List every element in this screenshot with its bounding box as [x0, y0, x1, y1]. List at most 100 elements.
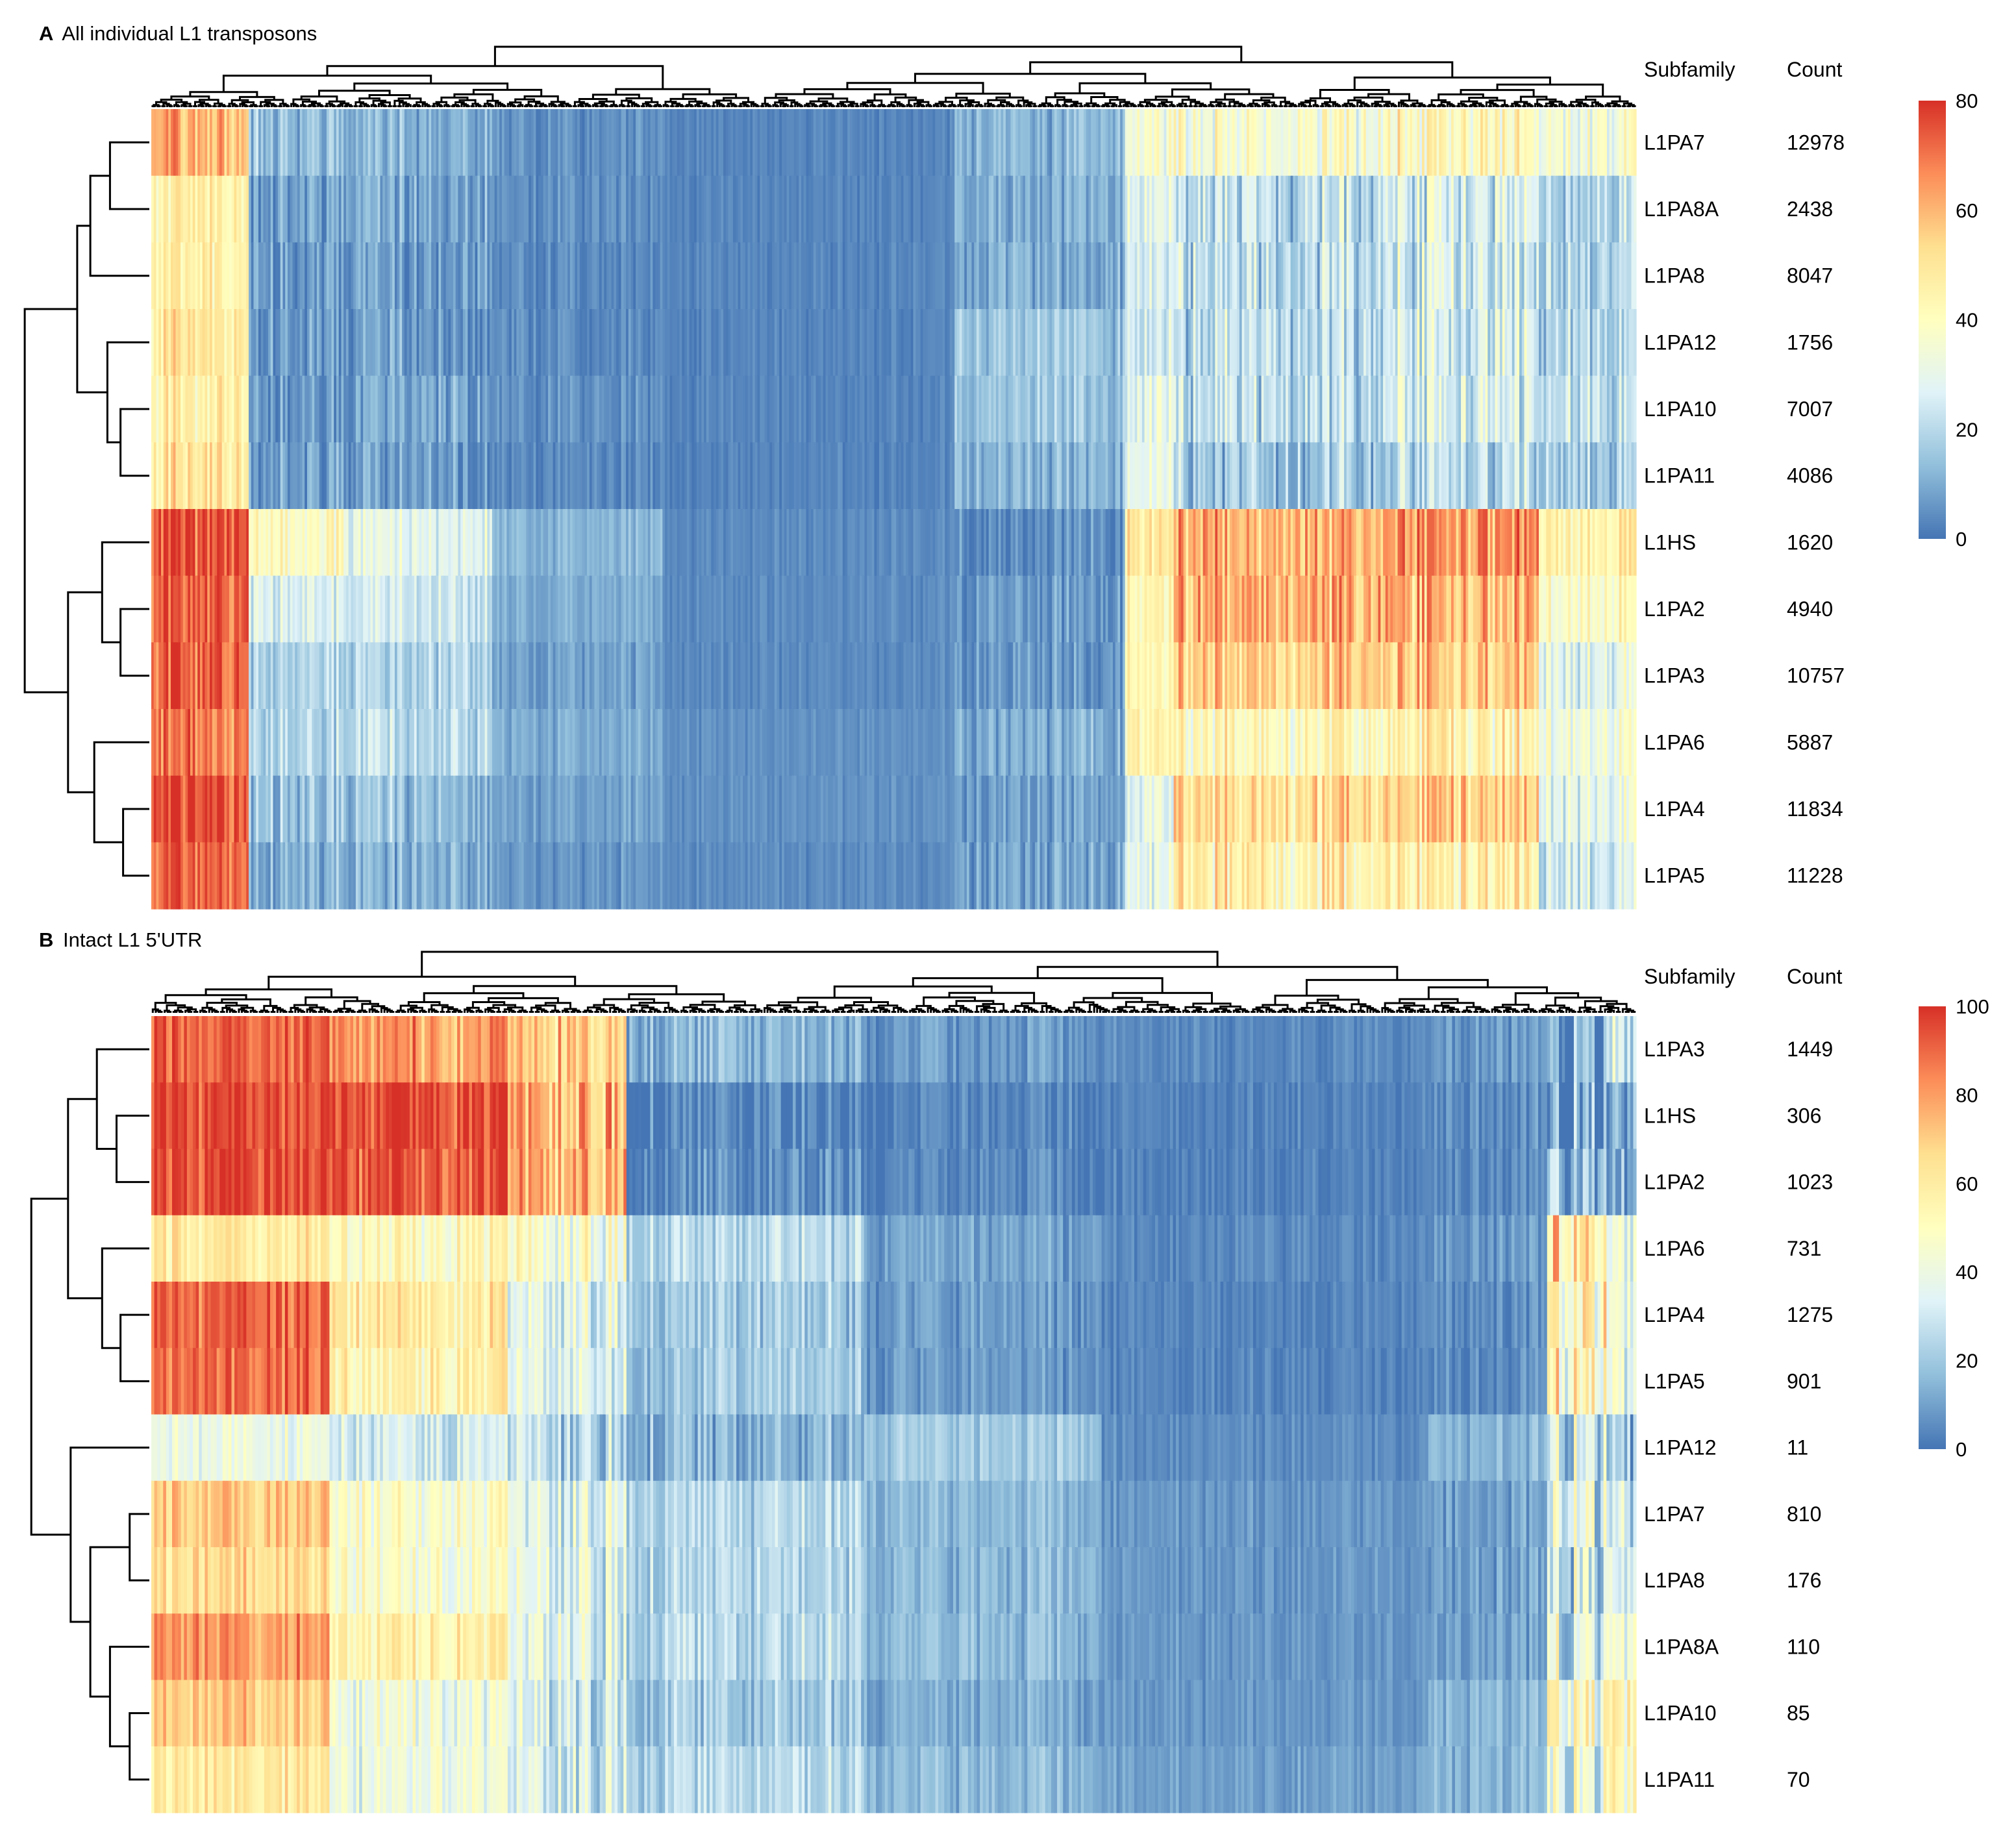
- heatmap-cell: [236, 175, 240, 243]
- heatmap-cell: [784, 775, 788, 843]
- heatmap-cell: [577, 242, 580, 310]
- heatmap-cell: [750, 642, 753, 710]
- heatmap-cell: [511, 842, 515, 910]
- heatmap-cell: [306, 509, 310, 577]
- column-dendrogram-branch: [697, 105, 701, 108]
- heatmap-cell: [214, 309, 218, 377]
- heatmap-cell: [331, 509, 334, 577]
- heatmap-cell: [397, 575, 401, 643]
- heatmap-cell: [753, 309, 756, 377]
- heatmap-cell: [501, 109, 505, 177]
- heatmap-cell: [572, 509, 575, 577]
- heatmap-cell: [618, 109, 622, 177]
- heatmap-cell: [791, 242, 795, 310]
- heatmap-cell: [708, 242, 712, 310]
- heatmap-cell: [913, 842, 916, 910]
- heatmap-cell: [1005, 309, 1009, 377]
- heatmap-cell: [351, 642, 354, 710]
- heatmap-cell: [316, 775, 320, 843]
- heatmap-cell: [993, 442, 997, 510]
- column-dendrogram-branch: [1473, 105, 1478, 108]
- heatmap-cell: [874, 375, 877, 443]
- heatmap-cell: [927, 242, 931, 310]
- heatmap-cell: [636, 509, 639, 577]
- heatmap-cell: [971, 109, 975, 177]
- heatmap-cell: [462, 575, 466, 643]
- heatmap-cell: [793, 175, 797, 243]
- column-dendrogram-branch: [1412, 105, 1417, 108]
- heatmap-cell: [188, 509, 191, 577]
- heatmap-cell: [630, 375, 634, 443]
- heatmap-cell: [611, 375, 614, 443]
- heatmap-cell: [436, 509, 439, 577]
- heatmap-cell: [665, 175, 668, 243]
- heatmap-cell: [453, 442, 456, 510]
- heatmap-cell: [236, 575, 240, 643]
- heatmap-cell: [784, 309, 788, 377]
- heatmap-cell: [838, 509, 841, 577]
- heatmap-cell: [402, 642, 405, 710]
- heatmap-cell: [1023, 442, 1026, 510]
- heatmap-cell: [506, 509, 510, 577]
- column-dendrogram-branch: [1487, 105, 1493, 108]
- heatmap-cell: [978, 375, 982, 443]
- heatmap-cell: [786, 175, 790, 243]
- column-dendrogram-branch: [326, 65, 664, 90]
- heatmap-cell: [877, 775, 880, 843]
- heatmap-cell: [930, 309, 934, 377]
- heatmap-cell: [708, 775, 712, 843]
- heatmap-cell: [618, 175, 622, 243]
- heatmap-cell: [616, 775, 619, 843]
- heatmap-cell: [908, 709, 912, 777]
- heatmap-cell: [326, 775, 330, 843]
- heatmap-cell: [569, 309, 573, 377]
- heatmap-cell: [170, 109, 174, 177]
- heatmap-cell: [793, 442, 797, 510]
- heatmap-cell: [543, 175, 546, 243]
- heatmap-cell: [455, 775, 458, 843]
- column-dendrogram-branch: [397, 105, 402, 108]
- heatmap-cell: [735, 642, 739, 710]
- heatmap-cell: [782, 442, 785, 510]
- heatmap-cell: [1010, 842, 1014, 910]
- heatmap-cell: [867, 709, 870, 777]
- heatmap-cell: [297, 575, 301, 643]
- heatmap-cell: [623, 242, 627, 310]
- heatmap-cell: [774, 709, 778, 777]
- heatmap-cell: [341, 309, 344, 377]
- heatmap-cell: [501, 442, 505, 510]
- heatmap-cell: [251, 442, 255, 510]
- heatmap-cell: [292, 709, 295, 777]
- heatmap-cell: [212, 642, 216, 710]
- heatmap-cell: [842, 109, 846, 177]
- heatmap-cell: [151, 109, 155, 177]
- heatmap-cell: [998, 109, 1002, 177]
- column-dendrogram-branch: [373, 105, 378, 108]
- heatmap-cell: [962, 242, 965, 310]
- heatmap-cell: [555, 109, 558, 177]
- column-dendrogram-branch: [1456, 105, 1461, 108]
- heatmap-cell: [282, 642, 286, 710]
- heatmap-cell: [706, 775, 710, 843]
- heatmap-cell: [714, 242, 717, 310]
- heatmap-cell: [1034, 509, 1038, 577]
- heatmap-cell: [302, 109, 305, 177]
- column-dendrogram-branch: [278, 105, 283, 108]
- heatmap-cell: [793, 242, 797, 310]
- heatmap-cell: [874, 509, 877, 577]
- heatmap-cell: [180, 642, 184, 710]
- heatmap-cell: [777, 642, 780, 710]
- heatmap-cell: [548, 509, 551, 577]
- heatmap-cell: [302, 242, 305, 310]
- heatmap-cell: [258, 109, 262, 177]
- heatmap-cell: [521, 575, 525, 643]
- heatmap-cell: [460, 442, 464, 510]
- heatmap-cell: [906, 109, 909, 177]
- heatmap-cell: [838, 375, 841, 443]
- heatmap-cell: [365, 775, 369, 843]
- heatmap-cell: [431, 642, 434, 710]
- heatmap-cell: [394, 309, 398, 377]
- heatmap-cell: [214, 842, 218, 910]
- heatmap-cell: [696, 309, 700, 377]
- column-dendrogram-branch: [1550, 104, 1557, 106]
